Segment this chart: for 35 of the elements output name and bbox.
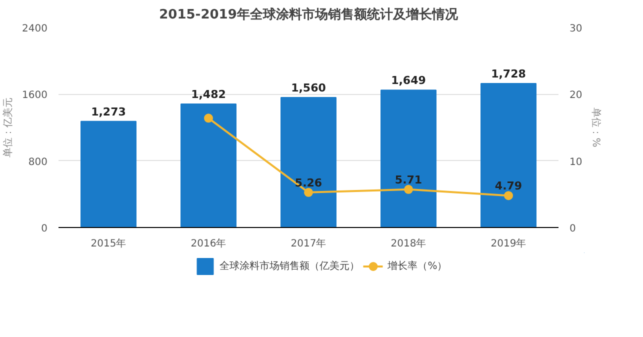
bar	[80, 120, 136, 228]
x-tick-label: 2018年	[390, 238, 426, 250]
bar	[480, 83, 536, 228]
y-tick-label: 2400	[22, 24, 48, 34]
y-axis-title: 单位：亿美元	[2, 98, 14, 158]
x-tick-label: 2016年	[190, 238, 226, 250]
y2-tick-label: 0	[570, 224, 576, 234]
y2-tick-label: 30	[570, 24, 582, 34]
x-tick-label: 2015年	[90, 238, 126, 250]
legend-label: 全球涂料市场销售额（亿美元）	[220, 260, 360, 273]
y-tick-label: 0	[41, 224, 48, 234]
legend-label: 增长率（%）	[388, 260, 448, 273]
data-label: 1,728	[491, 68, 526, 80]
y2-tick-label: 20	[570, 90, 582, 102]
data-label: 5.26	[294, 176, 322, 190]
bar	[380, 90, 436, 228]
y-tick-label: 1600	[22, 90, 48, 102]
point	[404, 184, 413, 194]
data-label: 5.71	[394, 173, 422, 186]
bar	[180, 104, 236, 228]
data-label: 4.79	[494, 180, 522, 193]
data-label: 1,273	[91, 105, 126, 118]
data-label: 1,649	[391, 74, 426, 88]
point	[304, 188, 313, 197]
y2-tick-label: 10	[570, 156, 582, 168]
y2-axis-title: 单位：%	[590, 108, 602, 148]
x-tick-label: 2019年	[490, 238, 526, 250]
y-tick-label: 800	[28, 156, 48, 168]
x-tick-label: 2017年	[290, 238, 326, 250]
chart-title: 2015-2019年全球涂料市场销售额统计及增长情况	[159, 6, 459, 22]
point	[204, 114, 213, 123]
data-label: 1,482	[191, 88, 226, 101]
bar	[280, 97, 336, 228]
data-label: 1,560	[291, 82, 326, 94]
point	[504, 191, 513, 200]
